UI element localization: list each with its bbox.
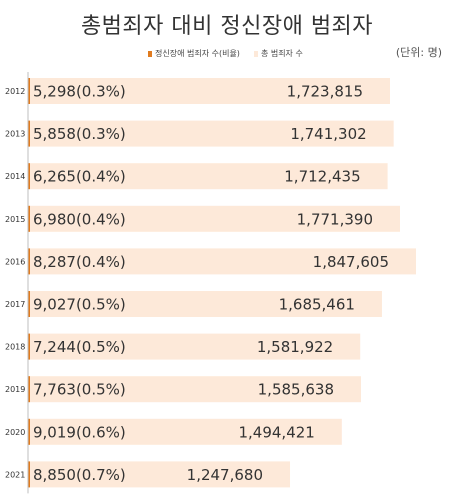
year-label: 2018 (5, 343, 25, 352)
total-bar (28, 78, 391, 104)
ratio-label: 6,265(0.4%) (33, 168, 126, 186)
ratio-label: 9,027(0.5%) (33, 296, 126, 314)
total-label: 1,685,461 (279, 296, 355, 314)
legend-swatch-mental (148, 50, 152, 57)
total-bar (28, 163, 388, 190)
legend: 정신장애 범죄자 수(비율) 총 범죄자 수 (148, 48, 317, 59)
legend-item-total: 총 범죄자 수 (253, 48, 303, 59)
year-label: 2012 (5, 87, 25, 96)
total-label: 1,723,815 (287, 83, 363, 101)
year-label: 2013 (5, 130, 25, 139)
mental-bar (28, 333, 30, 360)
mental-bar (28, 205, 30, 232)
mental-bar (28, 376, 30, 403)
ratio-label: 5,298(0.3%) (33, 83, 126, 101)
total-label: 1,847,605 (313, 253, 389, 271)
ratio-label: 8,850(0.7%) (33, 466, 126, 484)
year-label: 2017 (5, 300, 25, 309)
legend-swatch-total (253, 50, 258, 57)
year-label: 2015 (5, 215, 25, 224)
mental-bar (28, 78, 30, 104)
year-label: 2021 (5, 470, 25, 479)
total-bar (28, 120, 394, 147)
total-label: 1,494,421 (238, 423, 314, 441)
mental-bar (28, 163, 30, 190)
legend-label-total: 총 범죄자 수 (260, 49, 303, 58)
year-label: 2014 (5, 172, 25, 181)
total-label: 1,741,302 (290, 125, 366, 143)
year-label: 2016 (5, 257, 25, 266)
total-bar (28, 333, 361, 360)
year-label: 2020 (5, 428, 25, 437)
total-label: 1,581,922 (257, 338, 333, 356)
total-bar (28, 205, 400, 232)
ratio-label: 7,763(0.5%) (33, 381, 126, 399)
total-bar (28, 291, 382, 317)
year-label: 2019 (5, 385, 25, 394)
mental-bar (28, 120, 30, 147)
ratio-label: 8,287(0.4%) (33, 253, 126, 271)
total-label: 1,712,435 (284, 168, 360, 186)
total-label: 1,585,638 (258, 381, 334, 399)
legend-item-mental: 정신장애 범죄자 수(비율) (148, 48, 240, 59)
total-bar (28, 418, 342, 445)
mental-bar (28, 461, 30, 488)
mental-bar (28, 418, 30, 445)
ratio-label: 5,858(0.3%) (33, 125, 126, 143)
total-bar (28, 461, 291, 488)
total-bar (28, 376, 361, 403)
mental-bar (28, 291, 30, 317)
chart-title: 총범죄자 대비 정신장애 범죄자 (80, 14, 374, 39)
ratio-label: 7,244(0.5%) (33, 338, 126, 356)
unit-label: (단위: 명) (395, 46, 442, 59)
ratio-label: 9,019(0.6%) (33, 423, 126, 441)
legend-label-mental: 정신장애 범죄자 수(비율) (155, 49, 240, 58)
ratio-label: 6,980(0.4%) (33, 210, 126, 228)
total-label: 1,247,680 (187, 466, 263, 484)
mental-bar (28, 248, 30, 275)
total-bar (28, 248, 416, 275)
total-label: 1,771,390 (297, 210, 373, 228)
